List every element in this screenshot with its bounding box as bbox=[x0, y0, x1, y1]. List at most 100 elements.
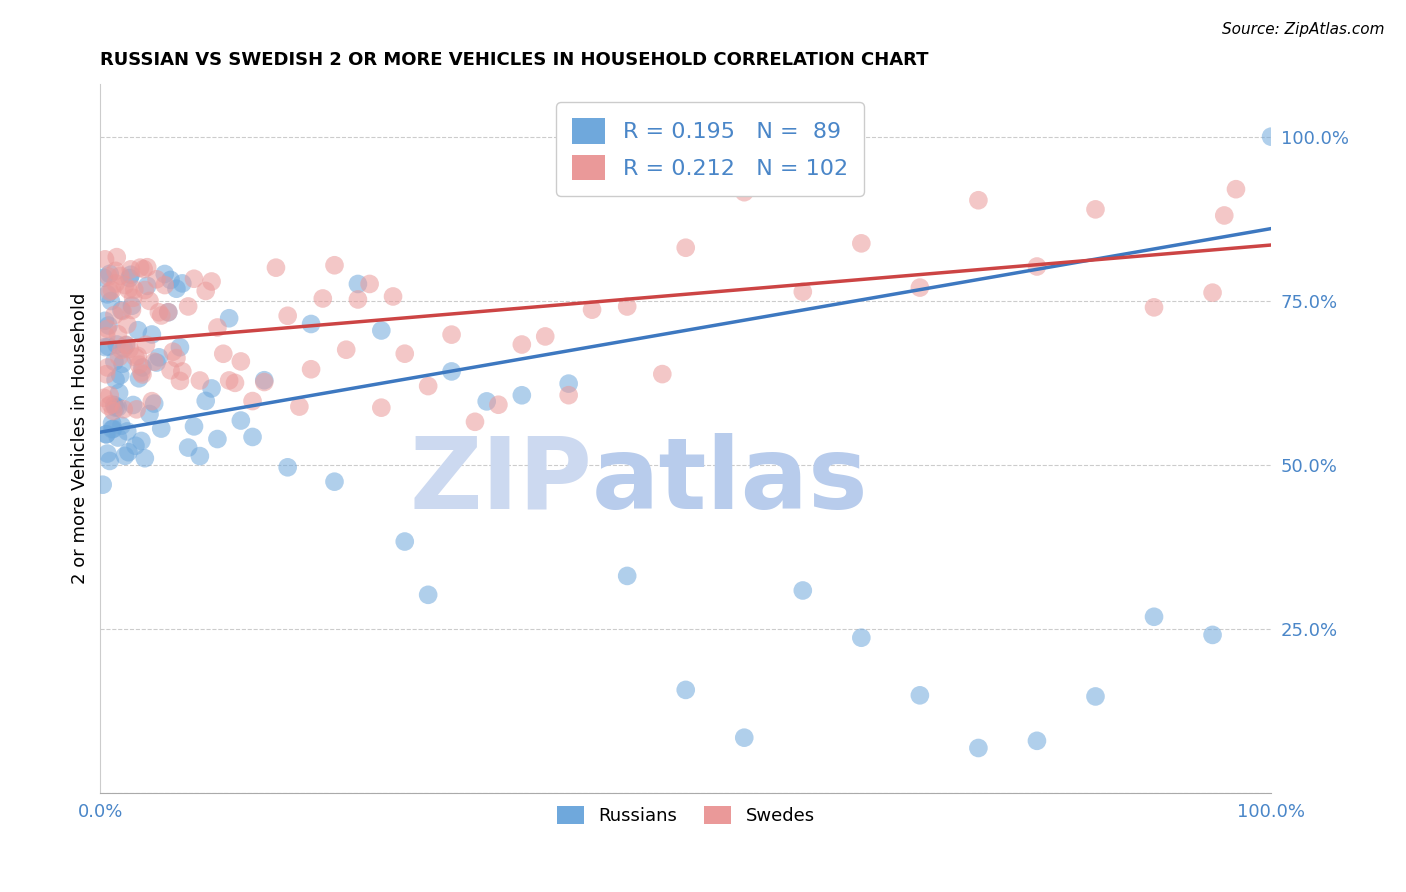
Point bbox=[557, 388, 579, 402]
Point bbox=[177, 300, 200, 314]
Point bbox=[134, 451, 156, 466]
Text: ZIP: ZIP bbox=[409, 433, 592, 530]
Point bbox=[128, 371, 150, 385]
Point bbox=[120, 268, 142, 282]
Point bbox=[335, 343, 357, 357]
Point bbox=[418, 588, 440, 602]
Point bbox=[107, 401, 129, 415]
Point bbox=[96, 360, 118, 375]
Point bbox=[114, 278, 136, 293]
Point bbox=[148, 305, 170, 319]
Point bbox=[486, 398, 509, 412]
Point bbox=[967, 193, 990, 207]
Point bbox=[347, 293, 370, 307]
Point bbox=[117, 425, 139, 439]
Point bbox=[394, 347, 416, 361]
Point bbox=[150, 309, 173, 323]
Point bbox=[581, 302, 603, 317]
Point bbox=[96, 329, 118, 343]
Point bbox=[651, 367, 673, 381]
Point bbox=[97, 269, 120, 284]
Point bbox=[212, 347, 235, 361]
Point bbox=[122, 291, 145, 305]
Point bbox=[124, 439, 146, 453]
Point bbox=[110, 368, 132, 383]
Point bbox=[118, 271, 141, 285]
Point bbox=[124, 350, 146, 364]
Point bbox=[1084, 202, 1107, 217]
Point bbox=[277, 309, 299, 323]
Point bbox=[200, 381, 222, 395]
Point bbox=[114, 449, 136, 463]
Point bbox=[1201, 628, 1223, 642]
Point bbox=[323, 258, 346, 272]
Point bbox=[121, 303, 143, 318]
Point bbox=[1213, 209, 1236, 223]
Point bbox=[165, 351, 187, 365]
Point bbox=[440, 364, 463, 378]
Point bbox=[188, 449, 211, 463]
Point bbox=[115, 338, 138, 352]
Point bbox=[96, 368, 118, 382]
Point bbox=[98, 285, 121, 299]
Point bbox=[104, 277, 127, 291]
Point bbox=[229, 354, 252, 368]
Point bbox=[131, 434, 153, 448]
Point bbox=[534, 329, 557, 343]
Point bbox=[97, 340, 120, 354]
Point bbox=[172, 277, 194, 291]
Point bbox=[1026, 260, 1049, 274]
Legend: Russians, Swedes: Russians, Swedes bbox=[547, 797, 824, 834]
Point bbox=[111, 304, 134, 318]
Text: RUSSIAN VS SWEDISH 2 OR MORE VEHICLES IN HOUSEHOLD CORRELATION CHART: RUSSIAN VS SWEDISH 2 OR MORE VEHICLES IN… bbox=[100, 51, 929, 69]
Point bbox=[145, 272, 167, 286]
Point bbox=[616, 569, 638, 583]
Point bbox=[183, 419, 205, 434]
Point bbox=[143, 396, 166, 410]
Point bbox=[242, 430, 264, 444]
Point bbox=[110, 268, 132, 283]
Point bbox=[96, 427, 118, 442]
Point bbox=[124, 283, 146, 297]
Point bbox=[110, 418, 132, 433]
Point bbox=[104, 264, 127, 278]
Point bbox=[112, 402, 135, 417]
Point bbox=[370, 401, 392, 415]
Point bbox=[510, 337, 533, 351]
Point bbox=[733, 185, 755, 199]
Point bbox=[194, 284, 217, 298]
Point bbox=[100, 293, 122, 308]
Point bbox=[224, 376, 246, 390]
Point bbox=[188, 374, 211, 388]
Point bbox=[134, 283, 156, 297]
Point bbox=[194, 393, 217, 408]
Point bbox=[851, 631, 873, 645]
Point bbox=[359, 277, 381, 291]
Point bbox=[117, 318, 139, 332]
Text: atlas: atlas bbox=[592, 433, 869, 530]
Point bbox=[103, 422, 125, 436]
Point bbox=[418, 379, 440, 393]
Point bbox=[177, 441, 200, 455]
Point bbox=[218, 374, 240, 388]
Point bbox=[138, 293, 160, 308]
Point bbox=[1143, 609, 1166, 624]
Point bbox=[1201, 285, 1223, 300]
Point bbox=[370, 324, 392, 338]
Text: Source: ZipAtlas.com: Source: ZipAtlas.com bbox=[1222, 22, 1385, 37]
Point bbox=[150, 421, 173, 435]
Point bbox=[118, 342, 141, 356]
Point bbox=[121, 299, 143, 313]
Point bbox=[1260, 129, 1282, 144]
Point bbox=[616, 300, 638, 314]
Point bbox=[148, 351, 170, 365]
Point bbox=[117, 283, 139, 297]
Point bbox=[264, 260, 287, 275]
Point bbox=[1084, 690, 1107, 704]
Point bbox=[157, 305, 180, 319]
Point bbox=[136, 278, 159, 293]
Point bbox=[242, 394, 264, 409]
Point bbox=[908, 280, 931, 294]
Point bbox=[132, 262, 155, 277]
Point bbox=[107, 327, 129, 342]
